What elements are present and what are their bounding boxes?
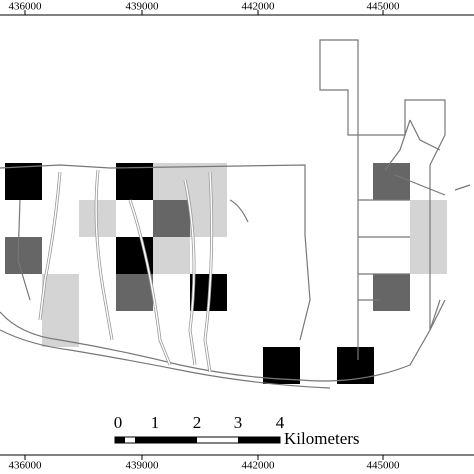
grid-cells bbox=[5, 163, 447, 384]
scale-label: 0 bbox=[114, 413, 123, 432]
coordinate-label: 442000 bbox=[242, 460, 276, 472]
coordinate-label: 442000 bbox=[242, 1, 276, 13]
coordinate-label: 436000 bbox=[9, 460, 43, 472]
scale-label: 3 bbox=[234, 413, 243, 432]
coordinate-label: 436000 bbox=[9, 1, 43, 13]
roads bbox=[0, 39, 471, 389]
coordinate-label: 439000 bbox=[126, 1, 160, 13]
coordinate-label: 445000 bbox=[367, 1, 401, 13]
scale-unit: Kilometers bbox=[284, 429, 360, 448]
scale-label: 1 bbox=[151, 413, 160, 432]
frame-ticks bbox=[24, 10, 384, 460]
scale-label: 4 bbox=[276, 413, 285, 432]
coordinate-label: 439000 bbox=[126, 460, 160, 472]
coordinate-label: 445000 bbox=[367, 460, 401, 472]
scale-bar bbox=[114, 436, 281, 444]
scale-label: 2 bbox=[193, 413, 202, 432]
